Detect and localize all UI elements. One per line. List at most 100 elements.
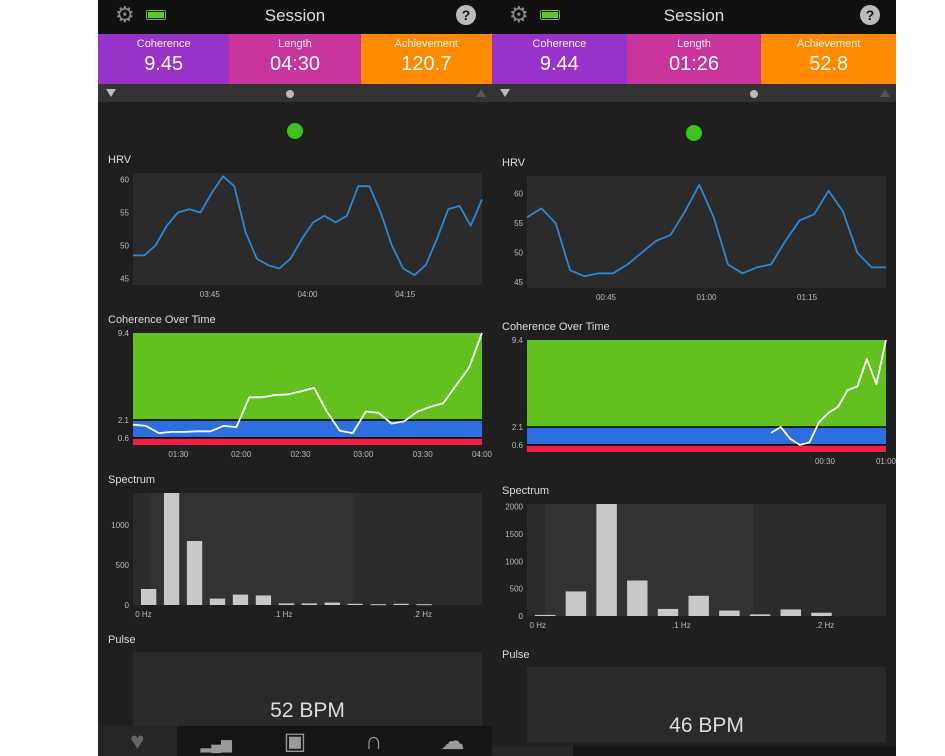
gear-icon[interactable]: ⚙ [115,2,135,27]
y-tick-label: 2.1 [118,416,130,425]
bar-chart-icon: ▂▄▆ [200,736,232,752]
spectrum-bar [209,598,226,605]
y-tick-label: 500 [510,585,524,594]
spectrum-bar [811,612,832,616]
spectrum-bar [657,608,679,616]
tab-stats[interactable] [573,746,654,756]
y-tick-label: 60 [514,190,523,199]
gear-icon[interactable]: ⚙ [509,2,529,27]
y-tick-label: 45 [514,278,523,287]
spectrum-bar [186,541,203,605]
y-tick-label: 0.6 [512,441,524,450]
spectrum-bar [565,591,587,616]
page-strip[interactable] [492,84,896,102]
pulse-bpm: 46 BPM [669,714,744,737]
y-tick-label: 1500 [505,530,523,539]
hrv-label: HRV [502,157,526,169]
tab-journal[interactable]: ▣ [256,726,335,756]
y-tick-label: 9.4 [118,329,130,338]
spectrum-bar [627,580,648,616]
y-tick-label: 2.1 [512,423,524,432]
spectrum-bar [163,493,180,605]
metric-label: Length [677,38,711,50]
metric-label: Length [278,38,312,50]
series-line [526,183,886,278]
x-tick-label: 04:00 [472,450,492,459]
collapse-arrow-icon[interactable] [500,89,510,97]
spectrum-label: Spectrum [108,474,156,486]
spectrum-bar [749,614,771,616]
metric-label: Achievement [796,38,861,50]
pulse-label: Pulse [502,649,530,661]
y-tick-label: 55 [120,209,129,218]
x-tick-label: 03:45 [200,290,221,299]
y-tick-label: 50 [120,241,129,250]
coherence-metric: Coherence 9.45 [98,34,230,84]
page-strip[interactable] [98,84,492,102]
collapse-arrow-icon[interactable] [106,89,116,97]
metric-label: Coherence [136,38,191,50]
hrv-label: HRV [108,154,132,166]
x-tick-label: 01:00 [876,457,896,466]
pulse-area [527,667,886,742]
spectrum-chart: 0 500 1000 1500 2000 0 Hz .1 Hz .2 Hz [505,503,886,630]
x-tick-label: 0 Hz [135,610,151,619]
x-tick-label: 00:30 [815,457,836,466]
x-tick-label: 00:45 [596,293,617,302]
session-panel-left: ⚙ Session ? Coherence 9.45 Length 04:30 … [98,0,492,756]
top-bar: ⚙ Session ? [492,0,896,34]
y-tick-label: 2000 [505,503,523,512]
y-tick-label: 60 [120,176,129,185]
x-tick-label: .2 Hz [413,610,432,619]
spectrum-chart: 0 500 1000 0 Hz .1 Hz .2 Hz [111,493,482,619]
x-tick-label: .1 Hz [274,610,293,619]
coherence-over-time-label: Coherence Over Time [502,321,610,333]
y-tick-label: 50 [514,249,523,258]
zone-band [527,426,886,445]
spectrum-bar [347,603,363,605]
expand-arrow-icon[interactable] [880,89,890,97]
tab-heart[interactable] [492,746,573,756]
spectrum-bar [370,604,386,606]
expand-arrow-icon[interactable] [476,89,486,97]
heart-icon: ♥ [130,728,145,755]
spectrum-bar [393,603,409,605]
y-tick-label: 45 [120,274,129,283]
tab-audio[interactable]: ∩ [334,726,413,756]
spectrum-bar [232,594,249,605]
x-tick-label: 02:30 [291,450,312,459]
spectrum-bar [416,604,432,606]
length-metric: Length 04:30 [229,34,361,84]
spectrum-bar [535,614,556,616]
hrv-chart: 45 50 55 60 00:45 01:00 01:15 [514,176,886,302]
tab-stats[interactable]: ▂▄▆ [177,726,256,756]
tab-audio[interactable] [734,746,815,756]
tab-heart[interactable]: ♥ [98,726,177,756]
series-line [132,332,483,434]
cloud-heart-icon: ☁ [440,728,465,755]
tab-cloud[interactable]: ☁ [413,726,492,756]
y-tick-label: 0 [519,612,524,621]
page-indicator-dot [750,90,758,98]
tab-journal[interactable] [654,746,735,756]
tab-cloud[interactable] [815,746,896,756]
spectrum-bar [324,602,340,605]
plot-area [527,176,886,288]
coherence-chart: 0.6 2.1 9.4 00:30 01:00 [512,336,896,466]
plot-area [133,173,482,285]
help-icon[interactable]: ? [860,5,880,25]
tab-bar [492,746,896,756]
spectrum-bar [255,595,272,605]
help-icon[interactable]: ? [456,5,476,25]
battery-icon [540,10,560,20]
achievement-metric: Achievement 52.8 [761,34,896,84]
top-bar: ⚙ Session ? [98,0,492,34]
y-tick-label: 500 [116,561,130,570]
x-tick-label: 04:00 [297,290,318,299]
metric-value: 01:26 [668,53,720,75]
y-tick-label: 1000 [111,521,129,530]
coherence-over-time-label: Coherence Over Time [108,314,216,326]
metric-value: 04:30 [269,53,321,75]
length-metric: Length 01:26 [626,34,762,84]
spectrum-bar [278,603,295,605]
